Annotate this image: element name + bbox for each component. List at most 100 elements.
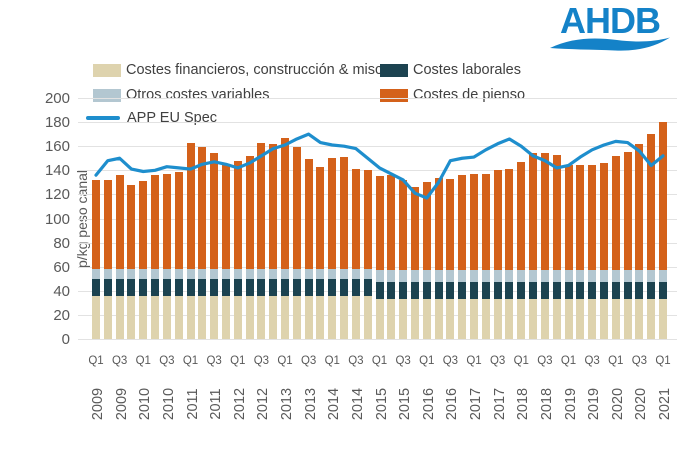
bar-segment bbox=[292, 269, 301, 279]
bar-segment bbox=[647, 282, 656, 300]
legend-label-laborales: Costes laborales bbox=[413, 62, 521, 78]
legend-label-pienso: Costes de pienso bbox=[413, 87, 526, 103]
bar-segment bbox=[221, 164, 230, 270]
legend-swatch-otros bbox=[93, 88, 121, 102]
bar-segment bbox=[316, 278, 325, 296]
bar-segment bbox=[470, 173, 478, 271]
bar-segment bbox=[363, 170, 372, 270]
bar-segment bbox=[387, 282, 396, 300]
bar-segment bbox=[233, 160, 242, 270]
bar-segment bbox=[399, 299, 408, 339]
x-tick-quarter-label: Q3 bbox=[111, 355, 128, 367]
x-tick-year-label: 2015 bbox=[373, 387, 390, 421]
gridline bbox=[78, 122, 677, 124]
bar-segment bbox=[162, 173, 171, 270]
bar-segment bbox=[92, 179, 100, 270]
bar-segment bbox=[552, 282, 561, 300]
legend-item-pienso: Costes de pienso bbox=[380, 87, 525, 103]
bar-segment bbox=[245, 278, 254, 296]
bar-segment bbox=[375, 282, 384, 300]
x-tick-quarter-label: Q3 bbox=[631, 355, 648, 367]
bar-segment bbox=[340, 278, 349, 296]
ahdb-logo-text: AHDB bbox=[560, 0, 661, 41]
bar-segment bbox=[611, 155, 620, 271]
bar-segment bbox=[422, 282, 431, 300]
x-tick-year-label: 2012 bbox=[231, 387, 248, 421]
bar-segment bbox=[599, 163, 608, 271]
bar-segment bbox=[517, 299, 526, 339]
bar-segment bbox=[635, 143, 644, 271]
gridline bbox=[78, 146, 677, 148]
bar-segment bbox=[588, 282, 597, 300]
bar-segment bbox=[210, 278, 219, 296]
bar-segment bbox=[576, 282, 585, 300]
bar-segment bbox=[92, 269, 100, 279]
x-tick-quarter-label: Q1 bbox=[371, 355, 388, 367]
x-tick-quarter-label: Q3 bbox=[253, 355, 270, 367]
bar-segment bbox=[410, 270, 419, 283]
bar-segment bbox=[292, 147, 301, 270]
bar-segment bbox=[434, 299, 443, 339]
bar-segment bbox=[481, 270, 490, 283]
legend-swatch-laborales bbox=[380, 63, 408, 77]
x-tick-quarter-label: Q1 bbox=[135, 355, 151, 367]
bar-segment bbox=[599, 299, 608, 339]
bar-segment bbox=[647, 134, 656, 271]
bar-segment bbox=[127, 278, 136, 296]
bar-segment bbox=[399, 282, 408, 300]
bar-segment bbox=[269, 295, 278, 339]
bar-segment bbox=[151, 175, 160, 270]
bar-segment bbox=[210, 269, 219, 279]
x-tick-quarter-label: Q1 bbox=[560, 355, 577, 367]
bar-segment bbox=[233, 278, 242, 296]
bar-segment bbox=[351, 295, 360, 339]
bar-segment bbox=[151, 295, 160, 339]
bar-segment bbox=[493, 282, 502, 300]
bar-segment bbox=[186, 278, 195, 296]
bar-segment bbox=[375, 270, 384, 283]
bar-segment bbox=[422, 270, 431, 283]
legend-label-otros: Otros costes variables bbox=[126, 87, 270, 103]
x-tick-quarter-label: Q1 bbox=[608, 355, 624, 367]
bar-segment bbox=[115, 295, 124, 339]
bar-segment bbox=[493, 270, 502, 283]
bar-segment bbox=[103, 295, 112, 339]
bar-segment bbox=[410, 282, 419, 300]
bar-segment bbox=[623, 299, 632, 339]
gridline bbox=[78, 339, 677, 340]
bar-segment bbox=[481, 173, 490, 271]
bar-segment bbox=[162, 278, 171, 296]
bar-segment bbox=[470, 299, 478, 339]
y-tick-label: 180 bbox=[44, 114, 70, 132]
bar-segment bbox=[139, 278, 148, 296]
bar-segment bbox=[233, 295, 242, 339]
bar-segment bbox=[564, 270, 573, 283]
bar-segment bbox=[257, 278, 266, 296]
legend-label-app: APP EU Spec bbox=[127, 110, 218, 126]
x-tick-year-label: 2013 bbox=[279, 387, 295, 421]
bar-segment bbox=[281, 269, 289, 279]
bar-segment bbox=[576, 270, 585, 283]
bar-segment bbox=[659, 299, 667, 339]
bar-segment bbox=[151, 269, 160, 279]
legend-label-financieros: Costes financieros, construcción & misc bbox=[126, 62, 383, 78]
bar-segment bbox=[115, 269, 124, 279]
x-tick-quarter-label: Q3 bbox=[442, 355, 459, 367]
bar-segment bbox=[434, 177, 443, 271]
x-tick-year-label: 2009 bbox=[113, 387, 130, 421]
x-tick-year-label: 2016 bbox=[420, 387, 437, 421]
legend-item-laborales: Costes laborales bbox=[380, 62, 521, 78]
bar-segment bbox=[351, 169, 360, 270]
x-tick-year-label: 2017 bbox=[491, 387, 508, 421]
bar-segment bbox=[540, 299, 549, 339]
bar-segment bbox=[458, 282, 467, 300]
bar-segment bbox=[517, 270, 526, 283]
bar-segment bbox=[281, 137, 289, 270]
bar-segment bbox=[269, 278, 278, 296]
bar-segment bbox=[529, 270, 538, 283]
bar-segment bbox=[328, 269, 337, 279]
ahdb-logo: AHDB bbox=[549, 0, 671, 56]
x-tick-year-label: 2020 bbox=[609, 387, 626, 421]
bar-segment bbox=[139, 181, 148, 270]
